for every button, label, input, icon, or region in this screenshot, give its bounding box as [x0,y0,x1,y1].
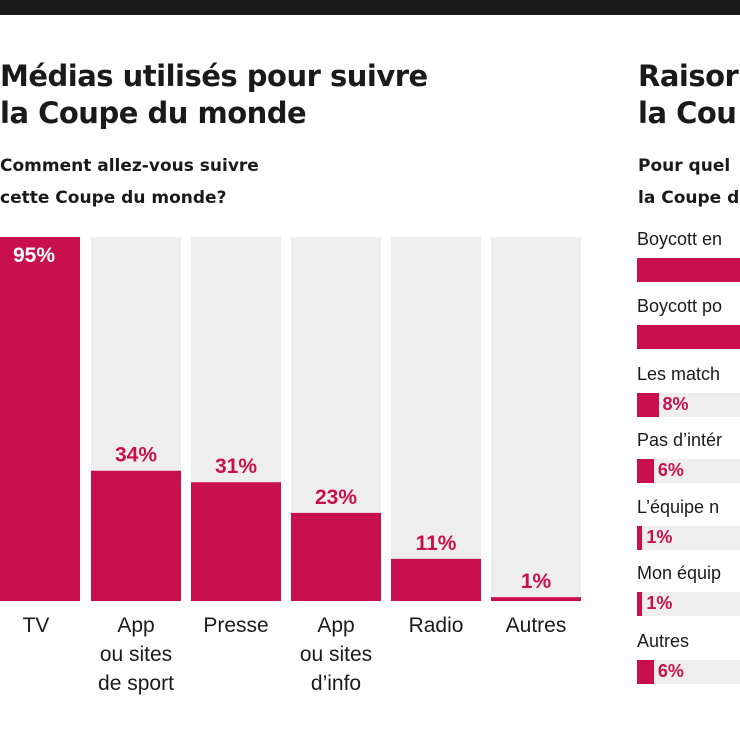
bar-value-label-3: 23% [315,486,357,509]
top-bar [0,0,740,15]
bar-3 [291,512,381,601]
chart-title: Médias utilisés pour suivre la Coupe du … [0,58,428,132]
reason-value-label-6: 6% [657,661,684,681]
reason-bar-track-2: 8% [637,393,740,417]
bar-value-label-5: 1% [521,570,552,593]
reason-bar-6 [637,660,654,684]
category-label-0-0: TV [23,614,50,637]
bar-value-label-4: 11% [416,532,457,555]
category-label-1-0: App [117,614,154,637]
category-label-3-2: d’info [311,672,361,695]
right-chart-subtitle: Pour quel la Coupe d [638,150,739,214]
reason-label-0: Boycott en [637,229,723,249]
reason-label-4: L’équipe n [637,497,720,517]
reason-label-6: Autres [637,631,690,651]
right-chart-subtitle-line-2: la Coupe d [638,188,740,208]
reason-label-5: Mon équip [637,563,722,583]
bar-track-4 [391,237,481,601]
reason-bar-0 [637,258,740,282]
category-label-4-0: Radio [409,614,464,637]
reason-bar-track-3: 6% [637,459,740,483]
reason-bar-2 [637,393,659,417]
category-label-3-1: ou sites [300,643,372,666]
reason-label-1: Boycott po [637,296,723,316]
reason-value-label-4: 1% [646,527,673,547]
chart-subtitle-line-1: Comment allez-vous suivre [0,156,259,176]
reason-value-label-3: 6% [657,460,684,480]
bar-value-label-2: 31% [215,455,257,478]
bar-value-label-1: 34% [115,444,157,467]
bar-1 [91,470,181,601]
reason-label-3: Pas d’intér [637,430,723,450]
bar-5 [491,597,581,601]
reason-bar-track-0 [637,258,740,282]
reason-bar-track-6: 6% [637,660,740,684]
reason-bar-track-5: 1% [637,592,740,616]
right-chart-title-line-1: Raisor [638,59,739,93]
chart-subtitle-line-2: cette Coupe du monde? [0,188,227,208]
bar-value-label-0: 95% [13,244,55,267]
reason-bar-track-1 [637,325,740,349]
reason-value-label-5: 1% [646,593,673,613]
reason-value-label-2: 8% [662,394,689,414]
bar-0 [0,237,80,601]
category-label-1-2: de sport [98,672,174,695]
right-chart-title-line-2: la Cou [638,96,737,130]
bar-2 [191,482,281,601]
chart-title-line-1: Médias utilisés pour suivre [0,59,428,93]
reason-bar-5 [637,592,643,616]
reason-bar-track-4: 1% [637,526,740,550]
reason-bar-1 [637,325,740,349]
category-label-2-0: Presse [203,614,268,637]
reason-bar-3 [637,459,654,483]
reason-label-2: Les match [637,364,721,384]
category-label-3-0: App [317,614,354,637]
reason-bar-4 [637,526,643,550]
bar-4 [391,558,481,601]
right-chart-subtitle-line-1: Pour quel [638,156,731,176]
category-label-5-0: Autres [506,614,567,637]
bar-track-5 [491,237,581,601]
chart-subtitle: Comment allez-vous suivre cette Coupe du… [0,150,259,214]
right-chart-title: Raisor la Cou [638,58,739,132]
category-label-1-1: ou sites [100,643,172,666]
chart-title-line-2: la Coupe du monde [0,96,307,130]
